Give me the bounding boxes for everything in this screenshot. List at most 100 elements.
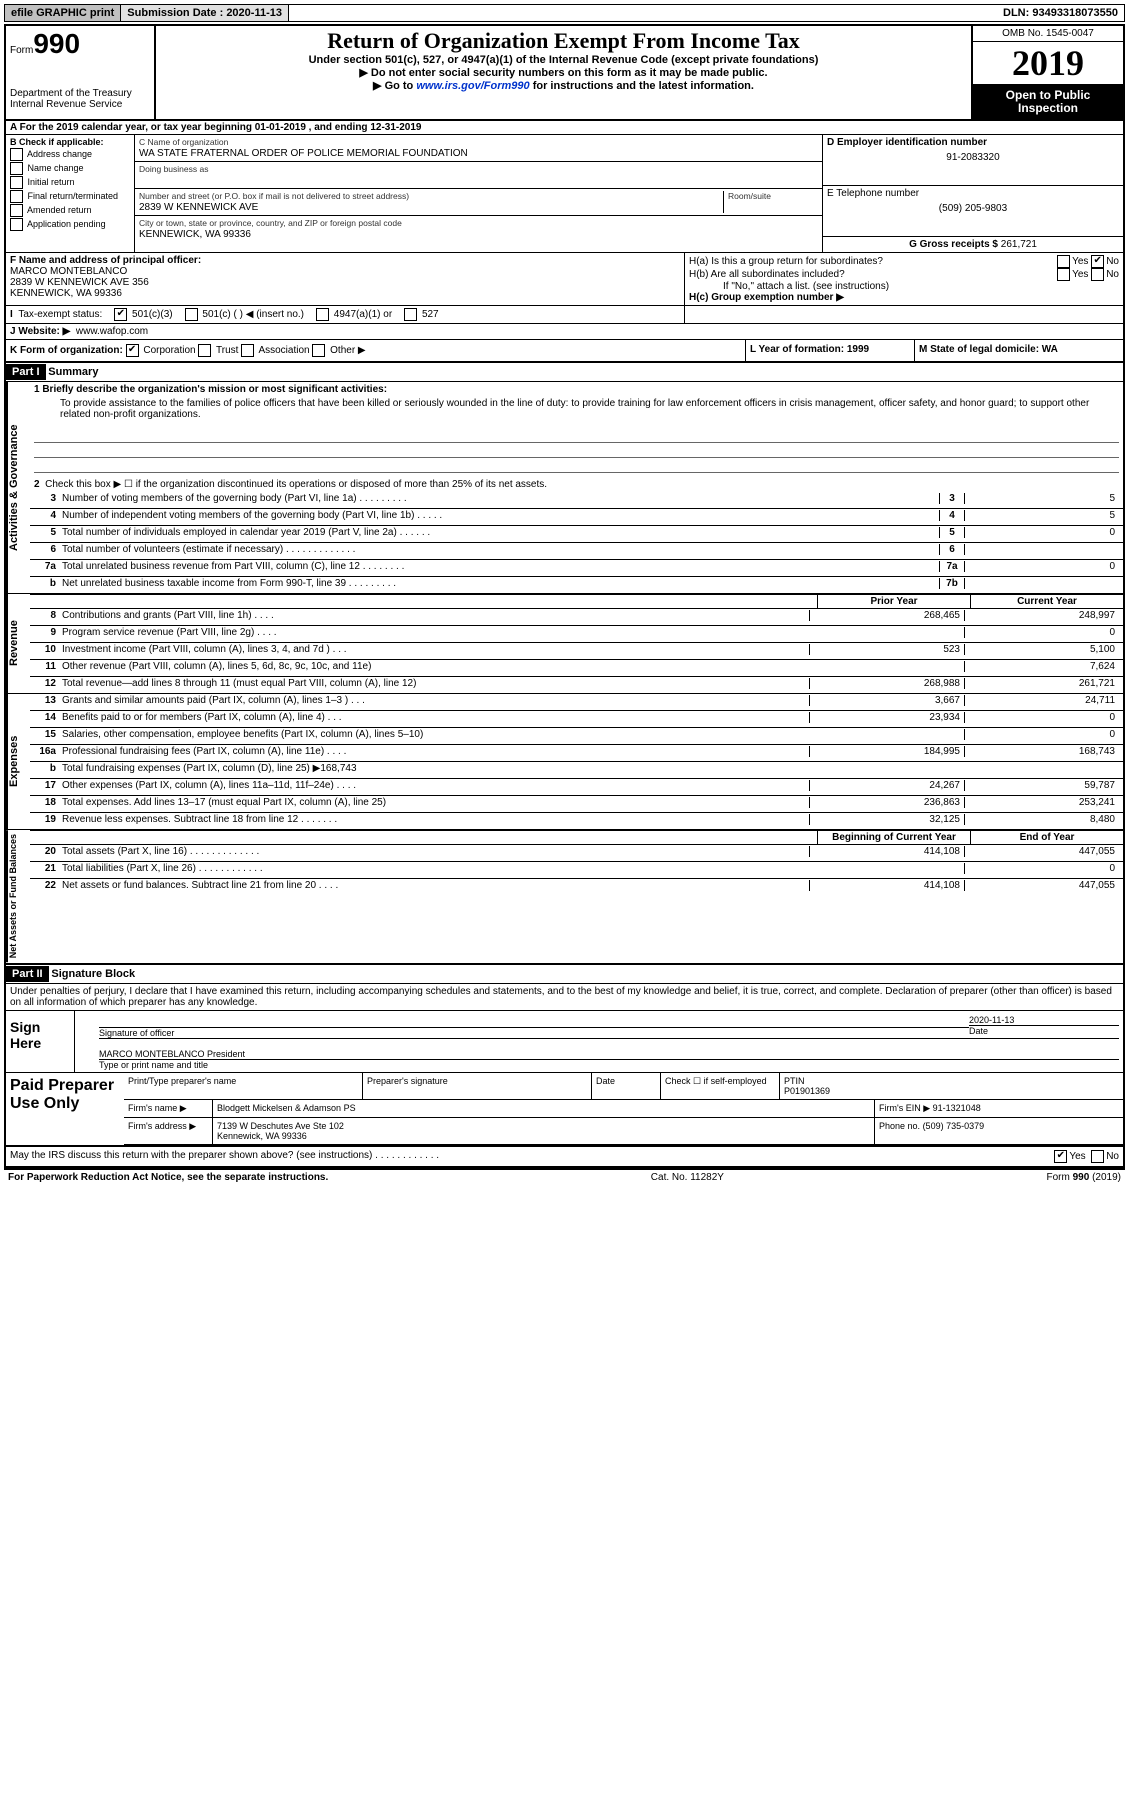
summary-line: 22Net assets or fund balances. Subtract …: [30, 879, 1123, 895]
part-ii-header: Part II: [6, 966, 49, 982]
col-b-title: B Check if applicable:: [10, 137, 104, 147]
summary-line: 6Total number of volunteers (estimate if…: [30, 543, 1123, 560]
begin-year-header: Beginning of Current Year: [817, 831, 970, 844]
row-a-tax-year: A For the 2019 calendar year, or tax yea…: [6, 121, 1123, 135]
summary-line: bTotal fundraising expenses (Part IX, co…: [30, 762, 1123, 779]
officer-addr: 2839 W KENNEWICK AVE 356: [10, 277, 149, 288]
dept-treasury: Department of the Treasury Internal Reve…: [10, 88, 150, 110]
city-label: City or town, state or province, country…: [139, 218, 402, 228]
form-subtitle-3: ▶ Go to www.irs.gov/Form990 for instruct…: [162, 79, 965, 92]
l1-mission-text: To provide assistance to the families of…: [30, 397, 1123, 428]
row-m-state: M State of legal domicile: WA: [915, 340, 1123, 361]
form-subtitle-1: Under section 501(c), 527, or 4947(a)(1)…: [162, 54, 965, 66]
footer-row: For Paperwork Reduction Act Notice, see …: [4, 1170, 1125, 1185]
col-b-checkboxes: B Check if applicable: Address change Na…: [6, 135, 135, 252]
row-h-group: H(a) Is this a group return for subordin…: [685, 253, 1123, 305]
tab-net-assets: Net Assets or Fund Balances: [6, 830, 30, 962]
irs-link[interactable]: www.irs.gov/Form990: [416, 80, 529, 92]
summary-line: 3Number of voting members of the governi…: [30, 492, 1123, 509]
declaration-text: Under penalties of perjury, I declare th…: [6, 984, 1123, 1011]
summary-line: 19Revenue less expenses. Subtract line 1…: [30, 813, 1123, 829]
summary-line: 4Number of independent voting members of…: [30, 509, 1123, 526]
chk-trust[interactable]: [198, 344, 211, 357]
hc-label: H(c) Group exemption number ▶: [689, 292, 1119, 303]
summary-line: 17Other expenses (Part IX, column (A), l…: [30, 779, 1123, 796]
chk-4947[interactable]: [316, 308, 329, 321]
tab-expenses: Expenses: [6, 694, 30, 829]
efile-print-button[interactable]: efile GRAPHIC print: [5, 5, 121, 21]
firm-name-value: Blodgett Mickelsen & Adamson PS: [213, 1100, 875, 1117]
ein-label: D Employer identification number: [827, 137, 987, 148]
chk-final-return[interactable]: Final return/terminated: [10, 190, 130, 203]
form-subtitle-2: ▶ Do not enter social security numbers o…: [162, 66, 965, 79]
ha-no[interactable]: [1091, 255, 1104, 268]
firm-addr-value: 7139 W Deschutes Ave Ste 102: [217, 1121, 344, 1131]
prep-phone-value: (509) 735-0379: [923, 1121, 985, 1131]
org-name-label: C Name of organization: [139, 137, 228, 147]
chk-other[interactable]: [312, 344, 325, 357]
room-label: Room/suite: [728, 191, 771, 201]
open-to-public: Open to Public Inspection: [973, 85, 1123, 119]
chk-name-change[interactable]: Name change: [10, 162, 130, 175]
sign-here-label: Sign Here: [6, 1011, 75, 1072]
row-l-year: L Year of formation: 1999: [746, 340, 915, 361]
col-c-org-info: C Name of organization WA STATE FRATERNA…: [135, 135, 822, 252]
officer-label: F Name and address of principal officer:: [10, 255, 201, 266]
chk-assoc[interactable]: [241, 344, 254, 357]
ha-yes[interactable]: [1057, 255, 1070, 268]
l1-label: 1 Briefly describe the organization's mi…: [34, 384, 387, 395]
part-ii-header-row: Part II Signature Block: [6, 965, 1123, 984]
ein-value: 91-2083320: [827, 152, 1119, 163]
row-k-form-org: K Form of organization: Corporation Trus…: [6, 340, 746, 361]
footer-left: For Paperwork Reduction Act Notice, see …: [8, 1172, 328, 1183]
sig-officer-label: Signature of officer: [99, 1028, 174, 1038]
hb-yes[interactable]: [1057, 268, 1070, 281]
row-f-officer: F Name and address of principal officer:…: [6, 253, 685, 305]
self-employed-check[interactable]: Check ☐ if self-employed: [661, 1073, 780, 1099]
chk-address-change[interactable]: Address change: [10, 148, 130, 161]
ptin-value: P01901369: [784, 1086, 830, 1096]
header-right-box: OMB No. 1545-0047 2019 Open to Public In…: [971, 26, 1123, 119]
hb-no[interactable]: [1091, 268, 1104, 281]
form-number-box: Form990 Department of the Treasury Inter…: [6, 26, 156, 119]
footer-right: Form 990 (2019): [1047, 1172, 1121, 1183]
tab-activities-governance: Activities & Governance: [6, 382, 30, 593]
chk-corp[interactable]: [126, 344, 139, 357]
form-title: Return of Organization Exempt From Incom…: [162, 28, 965, 54]
chk-527[interactable]: [404, 308, 417, 321]
part-i-title: Summary: [48, 366, 98, 378]
firm-ein-value: 91-1321048: [933, 1103, 981, 1113]
summary-line: 21Total liabilities (Part X, line 26) . …: [30, 862, 1123, 879]
chk-initial-return[interactable]: Initial return: [10, 176, 130, 189]
omb-number: OMB No. 1545-0047: [973, 26, 1123, 42]
firm-name-label: Firm's name ▶: [124, 1100, 213, 1117]
chk-application-pending[interactable]: Application pending: [10, 218, 130, 231]
row-h-placeholder: [685, 306, 1123, 323]
firm-ein-label: Firm's EIN ▶: [879, 1103, 930, 1113]
row-j-website: J Website: ▶ www.wafop.com: [6, 324, 1123, 340]
phone-value: (509) 205-9803: [827, 203, 1119, 214]
col-d-ein: D Employer identification number 91-2083…: [822, 135, 1123, 252]
chk-amended-return[interactable]: Amended return: [10, 204, 130, 217]
current-year-header: Current Year: [970, 595, 1123, 608]
end-year-header: End of Year: [970, 831, 1123, 844]
prep-date-label: Date: [592, 1073, 661, 1099]
submission-date-button[interactable]: Submission Date : 2020-11-13: [121, 5, 289, 21]
type-name-label: Type or print name and title: [99, 1060, 208, 1070]
summary-line: 20Total assets (Part X, line 16) . . . .…: [30, 845, 1123, 862]
tax-year: 2019: [973, 42, 1123, 85]
form-990-body: Form990 Department of the Treasury Inter…: [4, 24, 1125, 1170]
hb-label: H(b) Are all subordinates included?: [689, 269, 845, 280]
summary-line: 7aTotal unrelated business revenue from …: [30, 560, 1123, 577]
discuss-no[interactable]: [1091, 1150, 1104, 1163]
row-i-tax-status: I Tax-exempt status: 501(c)(3) 501(c) ( …: [6, 306, 685, 323]
website-value: www.wafop.com: [76, 326, 148, 337]
phone-label: E Telephone number: [827, 188, 919, 199]
summary-line: 12Total revenue—add lines 8 through 11 (…: [30, 677, 1123, 693]
gross-label: G Gross receipts $: [909, 239, 998, 250]
prep-sig-label: Preparer's signature: [363, 1073, 592, 1099]
officer-name: MARCO MONTEBLANCO: [10, 266, 127, 277]
discuss-yes[interactable]: [1054, 1150, 1067, 1163]
chk-501c[interactable]: [185, 308, 198, 321]
chk-501c3[interactable]: [114, 308, 127, 321]
